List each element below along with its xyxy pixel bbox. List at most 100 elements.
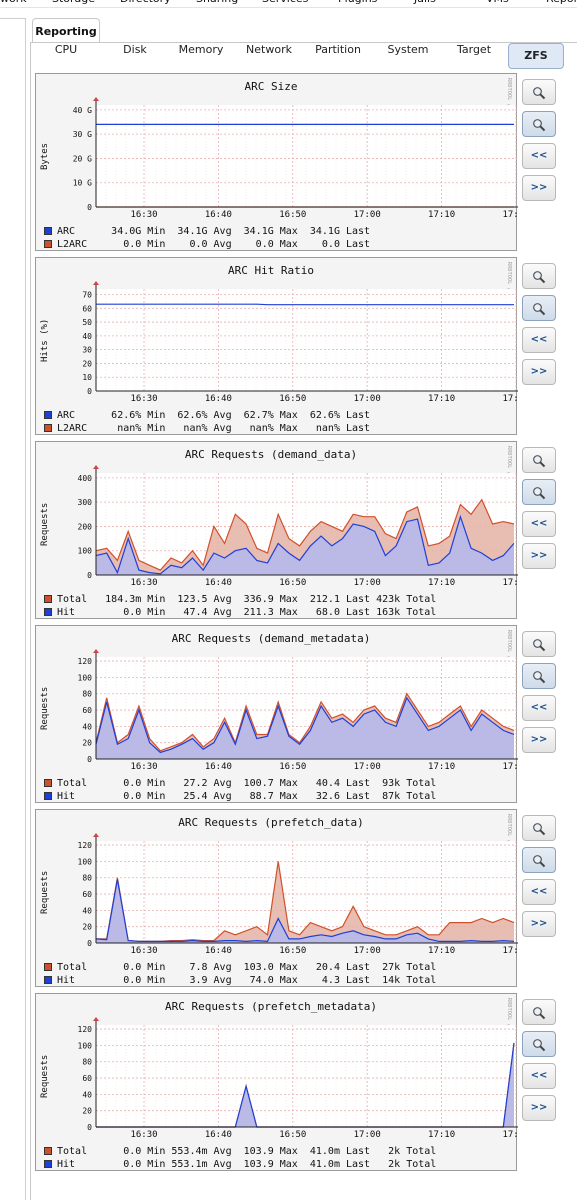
topnav-item-repor[interactable]: Repor	[546, 0, 577, 5]
legend-row-hit: Hit 0.0 Min 47.4 Avg 211.3 Max 68.0 Last…	[44, 606, 436, 619]
legend-swatch	[44, 1160, 52, 1168]
legend-swatch	[44, 792, 52, 800]
zoom-out-button[interactable]	[522, 1031, 556, 1057]
zoom-in-button[interactable]	[522, 263, 556, 289]
zoom-in-button[interactable]	[522, 999, 556, 1025]
y-tick-label: 100	[78, 1041, 93, 1050]
graph-controls: << >>	[522, 263, 556, 393]
x-tick-label: 16:50	[279, 394, 306, 404]
x-tick-label: 16:50	[279, 578, 306, 588]
topnav-item-vms[interactable]: VMs	[486, 0, 509, 5]
y-tick-label: 50	[82, 318, 92, 327]
x-tick-label: 16:30	[130, 946, 157, 956]
x-tick-label: 17:00	[354, 394, 381, 404]
y-tick-label: 80	[82, 1058, 92, 1067]
subtab-disk[interactable]: Disk	[123, 43, 147, 56]
legend-swatch	[44, 411, 52, 419]
topnav-item-jails[interactable]: Jails	[414, 0, 436, 5]
x-tick-label: 17:10	[428, 394, 455, 404]
scroll-forward-button[interactable]: >>	[522, 1095, 556, 1121]
graph-legend: Total 0.0 Min 27.2 Avg 100.7 Max 40.4 La…	[44, 777, 436, 803]
subtab-cpu[interactable]: CPU	[54, 43, 78, 56]
x-tick-label: 16:30	[130, 210, 157, 220]
x-tick-label: 17:00	[354, 1130, 381, 1140]
topnav-item-plugins[interactable]: Plugins	[338, 0, 377, 5]
y-tick-label: 400	[78, 474, 93, 483]
scroll-back-button[interactable]: <<	[522, 327, 556, 353]
x-tick-label: 17:00	[354, 210, 381, 220]
scroll-forward-button[interactable]: >>	[522, 543, 556, 569]
graph-legend: Total 0.0 Min 553.4m Avg 103.9 Max 41.0m…	[44, 1145, 436, 1171]
graph-title: ARC Hit Ratio	[227, 264, 315, 277]
y-tick-label: 20	[82, 923, 92, 932]
subtab-network[interactable]: Network	[246, 43, 292, 56]
zoom-out-button[interactable]	[522, 663, 556, 689]
scroll-back-button[interactable]: <<	[522, 511, 556, 537]
graph-title: ARC Requests (demand_metadata)	[171, 632, 371, 645]
y-tick-label: 30 G	[73, 130, 92, 139]
graph-controls: << >>	[522, 815, 556, 945]
series-line-total	[95, 498, 515, 571]
graph-legend: ARC 62.6% Min 62.6% Avg 62.7% Max 62.6% …	[44, 409, 370, 435]
topnav-item-storage[interactable]: Storage	[52, 0, 95, 5]
zoom-out-button[interactable]	[522, 111, 556, 137]
x-tick-label: 17:10	[428, 1130, 455, 1140]
zoom-out-icon	[533, 855, 546, 868]
y-tick-label: 0	[87, 939, 92, 948]
y-tick-label: 0	[87, 203, 92, 212]
series-area-hit	[96, 516, 514, 575]
y-tick-label: 40 G	[73, 106, 92, 115]
scroll-back-button[interactable]: <<	[522, 143, 556, 169]
zoom-in-icon	[533, 823, 546, 836]
series-line-hit	[95, 879, 515, 943]
x-tick-label: 16:30	[130, 578, 157, 588]
zoom-out-icon	[533, 303, 546, 316]
x-tick-label: 16:40	[205, 210, 232, 220]
x-tick-label: 16:40	[205, 578, 232, 588]
y-tick-label: 60	[82, 706, 92, 715]
legend-row-total: Total 0.0 Min 7.8 Avg 103.0 Max 20.4 Las…	[44, 961, 436, 974]
zoom-in-button[interactable]	[522, 631, 556, 657]
x-tick-label: 17:20	[502, 394, 518, 404]
legend-swatch	[44, 240, 52, 248]
x-tick-label: 16:30	[130, 762, 157, 772]
graph-plot: 16:30 16:40 16:50 17:00 17:10 17:20 0 20 40 60 80 1…	[78, 833, 518, 956]
zoom-in-icon	[533, 271, 546, 284]
scroll-forward-button[interactable]: >>	[522, 727, 556, 753]
x-tick-label: 16:50	[279, 762, 306, 772]
zoom-in-button[interactable]	[522, 79, 556, 105]
topnav-item-directory[interactable]: Directory	[120, 0, 171, 5]
scroll-back-button[interactable]: <<	[522, 1063, 556, 1089]
y-tick-label: 0	[87, 387, 92, 396]
zoom-in-icon	[533, 1007, 546, 1020]
scroll-forward-button[interactable]: >>	[522, 175, 556, 201]
legend-swatch	[44, 595, 52, 603]
graph-title: ARC Size	[244, 80, 298, 93]
scroll-back-button[interactable]: <<	[522, 879, 556, 905]
tab-reporting[interactable]: Reporting	[32, 18, 100, 43]
zoom-out-button[interactable]	[522, 847, 556, 873]
x-tick-label: 16:30	[130, 394, 157, 404]
subtab-partition[interactable]: Partition	[315, 43, 361, 56]
subtab-memory[interactable]: Memory	[178, 43, 224, 56]
topnav-item-sharing[interactable]: Sharing	[196, 0, 238, 5]
zoom-out-button[interactable]	[522, 479, 556, 505]
zoom-out-button[interactable]	[522, 295, 556, 321]
graph-panel-4: ARC Requests (demand_metadata)RRDTOOL / …	[35, 625, 518, 803]
subtab-system[interactable]: System	[387, 43, 429, 56]
y-tick-label: 20	[82, 1107, 92, 1116]
graph-panel-3: ARC Requests (demand_data)RRDTOOL / TOBI…	[35, 441, 518, 619]
x-tick-label: 17:20	[502, 210, 518, 220]
scroll-forward-button[interactable]: >>	[522, 911, 556, 937]
subtab-target[interactable]: Target	[456, 43, 492, 56]
y-tick-label: 120	[78, 1025, 93, 1034]
topnav-item-services[interactable]: Services	[262, 0, 308, 5]
scroll-forward-button[interactable]: >>	[522, 359, 556, 385]
zoom-in-button[interactable]	[522, 815, 556, 841]
zoom-in-button[interactable]	[522, 447, 556, 473]
scroll-back-button[interactable]: <<	[522, 695, 556, 721]
subtab-zfs[interactable]: ZFS	[508, 43, 564, 69]
topnav-item-work[interactable]: work	[0, 0, 27, 5]
graph-controls: << >>	[522, 999, 556, 1129]
y-tick-label: 200	[78, 522, 93, 531]
